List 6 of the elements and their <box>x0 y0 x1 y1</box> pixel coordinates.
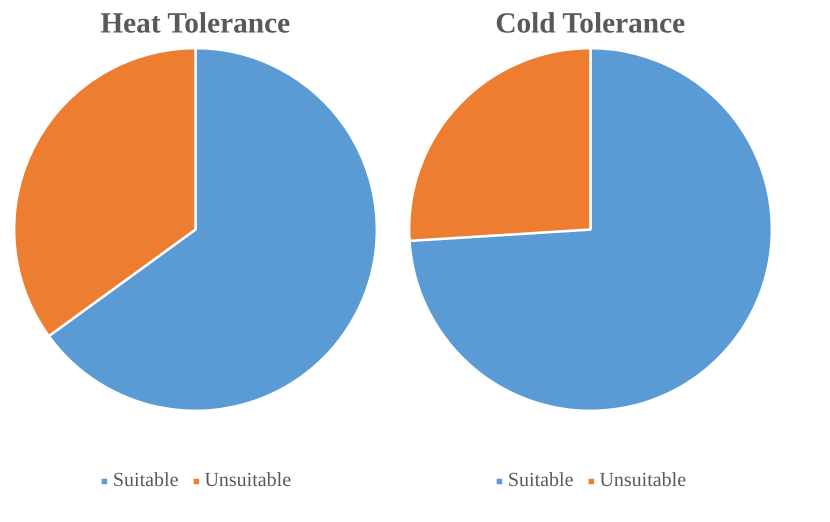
legend-label: Unsuitable <box>204 469 292 492</box>
chart-title: Heat Tolerance <box>100 8 290 40</box>
legend-label: Suitable <box>112 469 178 492</box>
legend-label: Unsuitable <box>599 469 686 492</box>
legend-label: Suitable <box>508 469 574 492</box>
chart-title: Cold Tolerance <box>495 8 686 40</box>
